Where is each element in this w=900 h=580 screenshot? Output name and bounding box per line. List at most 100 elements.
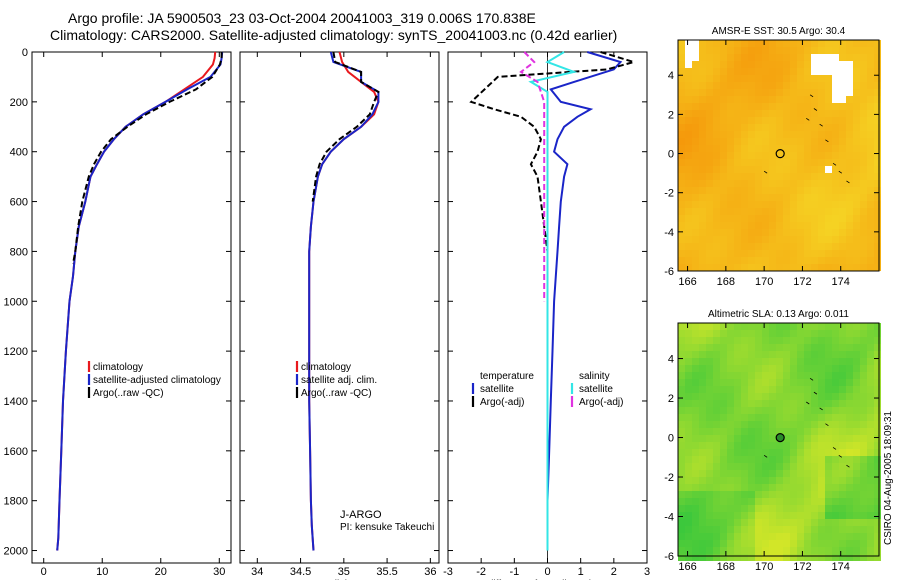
figure-title-line1: Argo profile: JA 5900503_23 03-Oct-2004 … [68, 10, 536, 26]
y-tick-label: -2 [664, 188, 674, 200]
argo-location-marker [775, 149, 785, 159]
coastline-mark [809, 94, 814, 98]
legend-label: climatology [301, 362, 351, 373]
y-tick-label: -6 [664, 551, 674, 563]
map-title: AMSR-E SST: 30.5 Argo: 30.4 [712, 26, 846, 37]
x-tick-label: 172 [793, 276, 811, 288]
legend-header: temperature [480, 371, 534, 382]
legend-label: satellite [579, 384, 613, 395]
y-tick-label: 2000 [4, 546, 28, 558]
map-frame [677, 39, 880, 272]
x-tick-label: 166 [678, 561, 696, 573]
argo-location-marker [775, 433, 785, 443]
series-line-temperature-satellite [546, 51, 623, 551]
legend-label: satellite [480, 384, 514, 395]
series-line-salinity-satellite [528, 51, 578, 551]
y-tick-label: 200 [10, 97, 28, 109]
x-tick-label: 3 [644, 566, 650, 578]
coastline-mark [813, 108, 818, 111]
y-tick-label: 1400 [4, 396, 28, 408]
x-tick-label: 174 [832, 276, 850, 288]
annotation-j-argo: J-ARGO [340, 509, 382, 521]
coastline-mark [809, 377, 814, 381]
y-tick-label: 800 [10, 246, 28, 258]
x-tick-label: -1 [509, 566, 519, 578]
coastline-mark [806, 401, 810, 405]
x-tick-label: 0 [41, 566, 47, 578]
figure-title-line2: Climatology: CARS2000. Satellite-adjuste… [50, 27, 618, 43]
y-tick-label: 2 [668, 393, 674, 405]
coastline-mark [825, 139, 829, 143]
series-line-satellite-adjusted-climatology [56, 51, 224, 551]
legend-label: Argo(..raw -QC) [93, 388, 164, 399]
y-tick-label: 0 [668, 149, 674, 161]
x-tick-label: 170 [755, 561, 773, 573]
y-tick-label: 400 [10, 147, 28, 159]
y-tick-label: 1000 [4, 296, 28, 308]
coastline-mark [819, 407, 823, 411]
map-field-sst_map [678, 40, 881, 271]
y-tick-label: 600 [10, 197, 28, 209]
coastline-mark [846, 180, 850, 184]
y-tick-label: -2 [664, 472, 674, 484]
x-tick-label: 20 [155, 566, 167, 578]
plot-area-salinity [239, 51, 440, 564]
x-tick-label: 2 [611, 566, 617, 578]
map-frame [677, 322, 880, 557]
y-tick-label: -6 [664, 266, 674, 278]
x-tick-label: -2 [476, 566, 486, 578]
map-field-sla_map [678, 323, 881, 561]
coastline-mark [846, 464, 850, 468]
y-tick-label: -4 [664, 227, 674, 239]
coastline-mark [806, 117, 810, 121]
annotation-pi: PI: kensuke Takeuchi [340, 522, 434, 533]
x-tick-label: 0 [544, 566, 550, 578]
x-tick-label: 10 [96, 566, 108, 578]
coastline-mark [832, 162, 837, 166]
map-title: Altimetric SLA: 0.13 Argo: 0.011 [708, 309, 849, 320]
y-tick-label: 1600 [4, 446, 28, 458]
y-tick-label: 0 [668, 433, 674, 445]
coastline-mark [825, 423, 829, 427]
x-tick-label: 34 [251, 566, 263, 578]
x-tick-label: 30 [213, 566, 225, 578]
x-tick-label: 168 [717, 561, 735, 573]
legend-label: climatology [93, 362, 143, 373]
x-tick-label: 35.5 [376, 566, 397, 578]
x-tick-label: 34.5 [290, 566, 311, 578]
plot-area-temperature [31, 51, 232, 564]
y-tick-label: 4 [668, 70, 674, 82]
x-tick-label: 168 [717, 276, 735, 288]
y-tick-label: 4 [668, 354, 674, 366]
legend-label: Argo(..raw -QC) [301, 388, 372, 399]
x-tick-label: 166 [678, 276, 696, 288]
coastline-mark [838, 454, 843, 458]
coastline-mark [763, 170, 768, 174]
y-tick-label: 2 [668, 109, 674, 121]
coastline-mark [838, 170, 843, 174]
legend-label: Argo(-adj) [579, 397, 623, 408]
legend-label: satellite-adjusted climatology [93, 375, 221, 386]
series-line-salinity-argo-adj- [519, 51, 546, 302]
series-line-argo-raw-qc- [72, 52, 223, 265]
y-tick-label: -4 [664, 512, 674, 524]
series-line-argo-raw-qc- [311, 51, 380, 202]
y-tick-label: 0 [22, 47, 28, 59]
x-tick-label: 174 [832, 561, 850, 573]
x-tick-label: -3 [443, 566, 453, 578]
coastline-mark [813, 391, 818, 395]
legend-label: satellite adj. clim. [301, 375, 377, 386]
legend-label: Argo(-adj) [480, 397, 524, 408]
x-tick-label: 172 [793, 561, 811, 573]
coastline-mark [832, 447, 837, 450]
legend-header: salinity [579, 371, 610, 382]
x-tick-label: 35 [338, 566, 350, 578]
x-tick-label: 36 [424, 566, 436, 578]
x-tick-label: 170 [755, 276, 773, 288]
y-tick-label: 1800 [4, 496, 28, 508]
y-tick-label: 1200 [4, 346, 28, 358]
coastline-mark [763, 454, 768, 458]
coastline-mark [819, 123, 823, 127]
x-tick-label: 1 [578, 566, 584, 578]
